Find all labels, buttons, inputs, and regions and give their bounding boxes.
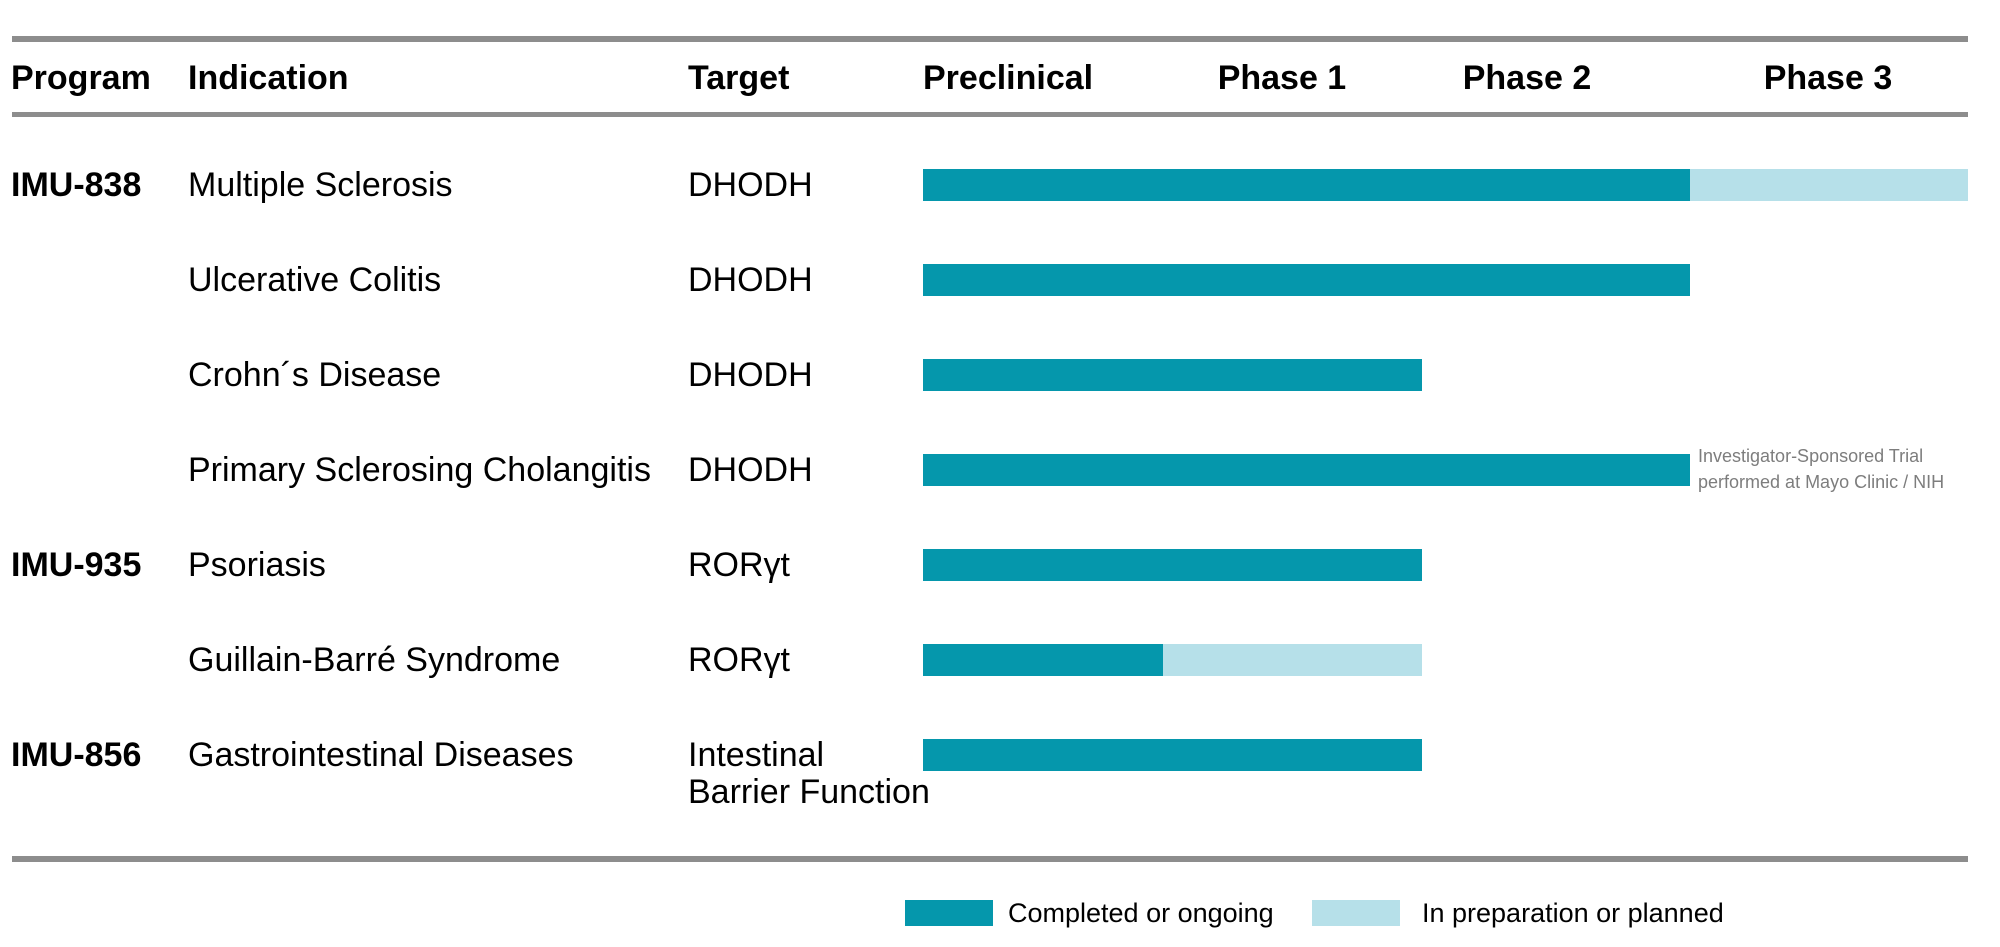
investigator-sponsored-trial-annotation: Investigator-Sponsored Trial performed a… [1698, 446, 1945, 492]
indication-label: Gastrointestinal Diseases [188, 736, 574, 774]
indication-label: Multiple Sclerosis [188, 166, 453, 204]
phase-header-phase-2: Phase 2 [1462, 59, 1592, 97]
legend-label-completed-or-ongoing: Completed or ongoing [1008, 898, 1274, 928]
column-header-program: Program [11, 59, 151, 97]
top-rule [12, 36, 1968, 42]
bar-segment-completed-or-ongoing [923, 454, 1691, 486]
bar-segment-completed-or-ongoing [923, 359, 1422, 391]
header-rule [12, 112, 1968, 117]
legend-swatch-in-preparation-or-planned [1312, 900, 1400, 926]
indication-label: Primary Sclerosing Cholangitis [188, 451, 651, 489]
bar-segment-completed-or-ongoing [923, 169, 1691, 201]
bar-segment-completed-or-ongoing [923, 549, 1422, 581]
target-label: RORγt [688, 641, 790, 679]
program-label: IMU-856 [11, 736, 142, 774]
footer-rule [12, 856, 1968, 862]
indication-label: Psoriasis [188, 546, 326, 584]
program-label: IMU-838 [11, 166, 142, 204]
indication-label: Crohn´s Disease [188, 356, 442, 394]
target-label: DHODH [688, 166, 813, 204]
phase-header-phase-3: Phase 3 [1763, 59, 1893, 97]
target-label: RORγt [688, 546, 790, 584]
program-label: IMU-935 [11, 546, 142, 584]
phase-header-preclinical: Preclinical [923, 59, 1094, 97]
bar-segment-in-preparation-or-planned [1163, 644, 1422, 676]
target-label: DHODH [688, 356, 813, 394]
target-label: DHODH [688, 261, 813, 299]
bar-segment-completed-or-ongoing [923, 739, 1422, 771]
target-label: DHODH [688, 451, 813, 489]
legend-swatch-completed-or-ongoing [905, 900, 993, 926]
column-header-target: Target [688, 59, 790, 97]
legend-label-in-preparation-or-planned: In preparation or planned [1422, 898, 1724, 928]
target-label: Intestinal Barrier Function [688, 736, 930, 811]
bar-segment-completed-or-ongoing [923, 264, 1691, 296]
indication-label: Guillain-Barré Syndrome [188, 641, 561, 679]
bar-segment-completed-or-ongoing [923, 644, 1164, 676]
column-header-indication: Indication [188, 59, 349, 97]
indication-label: Ulcerative Colitis [188, 261, 442, 299]
bar-segment-in-preparation-or-planned [1690, 169, 1968, 201]
phase-header-phase-1: Phase 1 [1217, 59, 1347, 97]
